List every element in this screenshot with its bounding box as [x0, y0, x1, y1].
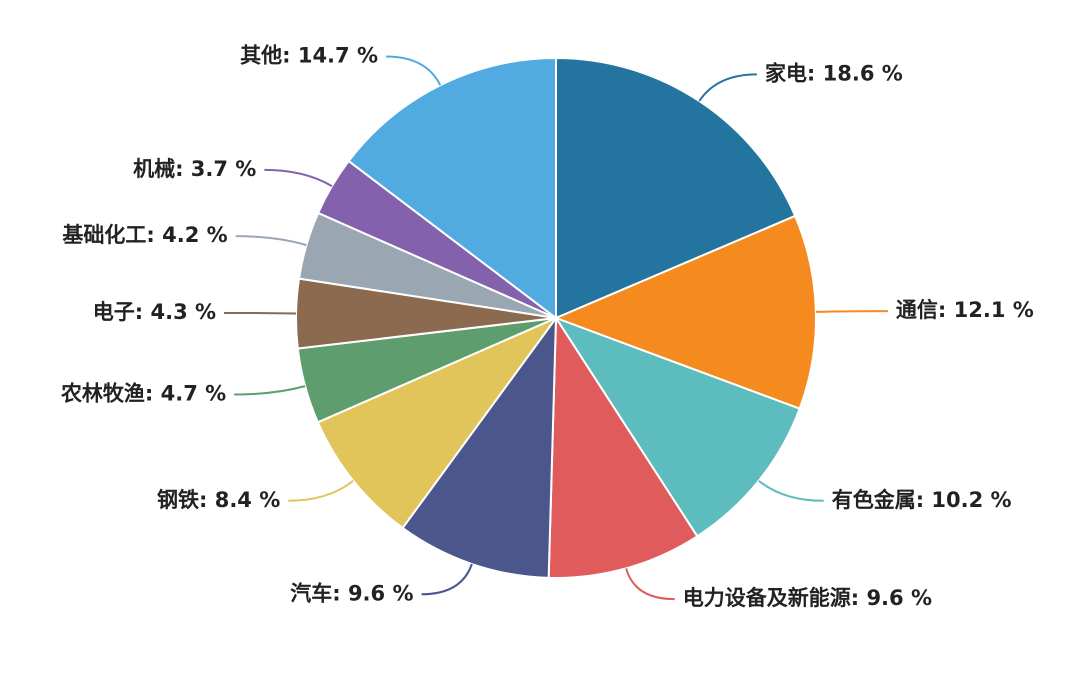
slice-label: 基础化工: 4.2 %: [62, 223, 227, 247]
leader-line: [758, 479, 824, 502]
leader-line: [386, 55, 442, 86]
slice-label: 电力设备及新能源: 9.6 %: [683, 586, 932, 610]
leader-line: [234, 385, 306, 396]
slice-label: 电子: 4.3 %: [93, 300, 216, 324]
slice-label: 钢铁: 8.4 %: [157, 488, 280, 512]
leader-line: [235, 235, 307, 247]
leader-line: [421, 563, 473, 596]
slice-label: 有色金属: 10.2 %: [832, 488, 1012, 512]
slice-label: 机械: 3.7 %: [133, 157, 256, 181]
slice-label: 家电: 18.6 %: [765, 61, 903, 85]
pie-slice: [401, 314, 558, 579]
leader-line: [625, 568, 675, 601]
leader-line: [698, 73, 757, 102]
pie-slice: [553, 214, 817, 410]
slice-label: 其他: 14.7 %: [240, 44, 378, 68]
slice-label: 通信: 12.1 %: [896, 298, 1034, 322]
pie-slice: [553, 316, 801, 538]
leader-line: [288, 479, 354, 502]
slice-label: 汽车: 9.6 %: [290, 581, 413, 605]
pie-slice: [316, 315, 559, 530]
leader-line: [264, 168, 333, 187]
pie-slice: [547, 314, 699, 579]
leader-line: [224, 311, 297, 315]
leader-line: [815, 310, 888, 313]
slice-label: 农林牧渔: 4.7 %: [60, 382, 226, 406]
pie-slice: [555, 56, 797, 320]
